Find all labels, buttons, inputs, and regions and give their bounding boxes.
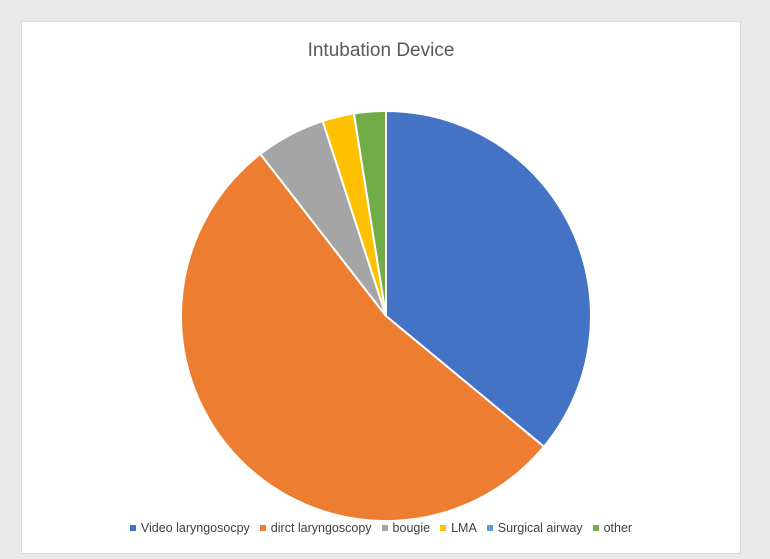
legend-label: other [604, 521, 633, 535]
chart-area: Intubation Device Video laryngosocpy dirc… [21, 21, 741, 554]
legend-label: LMA [451, 521, 477, 535]
legend-swatch [382, 525, 388, 531]
pie-slices [181, 111, 591, 521]
legend-swatch [260, 525, 266, 531]
legend-label: Surgical airway [498, 521, 583, 535]
pie-chart [22, 22, 742, 555]
legend-swatch [440, 525, 446, 531]
chart-legend: Video laryngosocpy dirct laryngoscopy boug… [22, 521, 740, 535]
legend-item-surgical-airway: Surgical airway [487, 521, 583, 535]
legend-label: Video laryngosocpy [141, 521, 250, 535]
legend-item-other: other [593, 521, 633, 535]
legend-swatch [130, 525, 136, 531]
legend-item-bougie: bougie [382, 521, 431, 535]
legend-item-lma: LMA [440, 521, 477, 535]
legend-label: dirct laryngoscopy [271, 521, 372, 535]
legend-swatch [593, 525, 599, 531]
legend-item-video-laryngosocpy: Video laryngosocpy [130, 521, 250, 535]
legend-item-dirct-laryngoscopy: dirct laryngoscopy [260, 521, 372, 535]
legend-swatch [487, 525, 493, 531]
legend-label: bougie [393, 521, 431, 535]
